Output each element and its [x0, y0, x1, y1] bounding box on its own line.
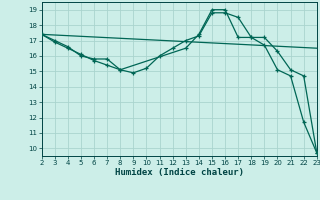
- X-axis label: Humidex (Indice chaleur): Humidex (Indice chaleur): [115, 168, 244, 177]
